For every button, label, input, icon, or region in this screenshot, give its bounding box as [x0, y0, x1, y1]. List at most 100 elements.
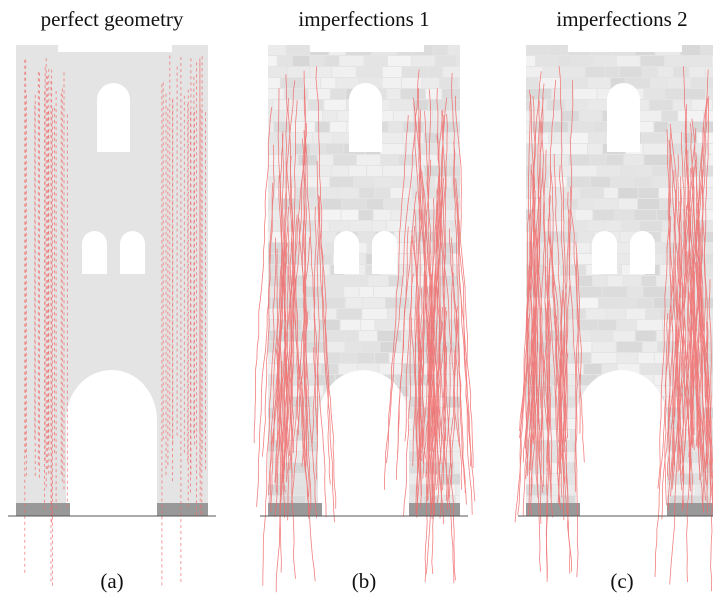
- stone: [548, 177, 567, 187]
- stone: [424, 166, 448, 176]
- stone: [413, 100, 428, 110]
- stone: [398, 155, 416, 165]
- stone: [268, 254, 275, 264]
- stress-line: [667, 282, 682, 511]
- stone: [553, 122, 568, 132]
- stress-line: [275, 240, 283, 494]
- stone: [706, 89, 713, 99]
- stone: [315, 375, 335, 385]
- stress-line: [449, 228, 467, 505]
- stone: [310, 56, 324, 66]
- stone: [409, 386, 423, 396]
- stone: [350, 397, 372, 407]
- stone: [380, 342, 396, 352]
- stone: [526, 122, 532, 132]
- stone: [337, 309, 362, 319]
- stone: [540, 199, 563, 209]
- stone: [538, 78, 562, 88]
- stress-line: [316, 160, 337, 509]
- stone: [638, 199, 660, 209]
- stress-line: [262, 144, 275, 457]
- stone: [643, 144, 667, 154]
- stone: [308, 265, 330, 275]
- stone: [424, 133, 440, 143]
- stone: [526, 177, 548, 187]
- stone: [311, 232, 337, 242]
- stone: [330, 397, 350, 407]
- panel-title: imperfections 2: [556, 7, 687, 31]
- stress-line: [664, 313, 669, 506]
- stone: [705, 155, 713, 165]
- stone: [621, 221, 639, 231]
- stone: [709, 331, 713, 341]
- stone: [437, 199, 460, 209]
- stress-line: [315, 66, 335, 523]
- stone: [425, 89, 442, 99]
- stone: [575, 210, 593, 220]
- stone: [695, 386, 713, 396]
- stone: [674, 67, 689, 77]
- stone: [450, 100, 460, 110]
- stone: [543, 309, 562, 319]
- stone: [324, 100, 346, 110]
- stress-line: [546, 195, 551, 472]
- stone: [705, 243, 713, 253]
- stone: [597, 166, 621, 176]
- stone: [637, 485, 653, 495]
- stress-line: [669, 123, 693, 448]
- stone: [306, 166, 331, 176]
- stone: [422, 78, 439, 88]
- stone: [434, 221, 451, 231]
- stone: [562, 78, 588, 88]
- stone: [526, 496, 540, 503]
- stone: [561, 111, 579, 121]
- stone: [649, 100, 673, 110]
- stone: [533, 210, 549, 220]
- stone: [375, 320, 397, 330]
- stone: [606, 397, 625, 407]
- stone: [275, 452, 298, 462]
- stone: [434, 485, 456, 495]
- stone: [290, 331, 309, 341]
- stone: [585, 67, 605, 77]
- stone: [309, 331, 326, 341]
- stone: [665, 56, 686, 66]
- stone: [313, 133, 333, 143]
- stone: [584, 364, 602, 374]
- stone: [535, 342, 550, 352]
- stone: [591, 485, 612, 495]
- stone: [357, 452, 380, 462]
- stone: [587, 221, 605, 231]
- stress-line: [567, 191, 577, 492]
- stone: [302, 364, 321, 374]
- stone: [691, 78, 713, 88]
- stone: [317, 155, 333, 165]
- stone: [409, 463, 429, 473]
- stone: [542, 375, 560, 385]
- stone: [393, 177, 416, 187]
- stress-line: [532, 95, 536, 444]
- stone: [268, 221, 290, 231]
- stone: [565, 364, 584, 374]
- stone: [670, 496, 688, 503]
- stone: [305, 287, 322, 297]
- stone: [660, 199, 674, 209]
- stone: [416, 177, 435, 187]
- stone: [612, 386, 629, 396]
- stone: [456, 111, 460, 121]
- stone: [336, 78, 360, 88]
- stone: [375, 188, 390, 198]
- stone: [459, 78, 460, 88]
- stress-line: [425, 225, 443, 478]
- stone: [268, 386, 282, 396]
- stone: [399, 474, 422, 484]
- stone: [644, 155, 669, 165]
- stone: [330, 122, 347, 132]
- stone: [268, 144, 277, 154]
- stone: [593, 122, 616, 132]
- stone: [312, 397, 330, 407]
- stone: [689, 155, 705, 165]
- stone: [304, 78, 321, 88]
- stone: [268, 155, 282, 165]
- window: [592, 231, 617, 274]
